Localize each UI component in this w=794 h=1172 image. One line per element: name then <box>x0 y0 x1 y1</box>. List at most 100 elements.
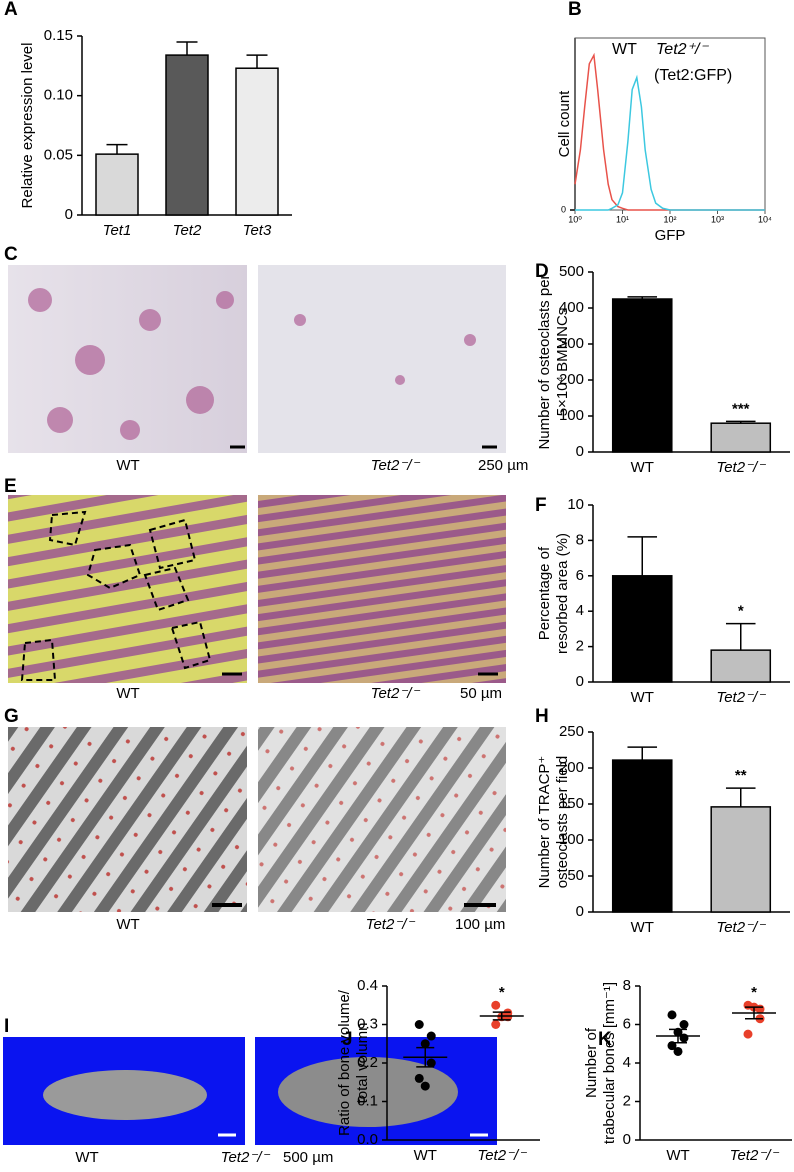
caption: Tet2⁻/⁻ <box>371 457 421 474</box>
x-tick-label: Tet2⁻/⁻ <box>477 1147 527 1164</box>
scale-label: 50 µm <box>460 685 502 702</box>
significance: *** <box>732 400 750 417</box>
bar <box>235 67 279 216</box>
bone <box>43 1070 207 1120</box>
caption: Tet2⁻/⁻ <box>371 685 421 702</box>
x-tick-label: 10⁴ <box>758 214 772 224</box>
dot <box>426 1031 436 1041</box>
significance: * <box>499 984 505 1001</box>
y-tick-label: 6 <box>576 567 584 584</box>
y-axis-label: Number of TRACP⁺ <box>536 756 553 889</box>
legend-label: WT <box>612 41 637 58</box>
micrograph <box>8 495 247 683</box>
panel-letter: C <box>4 244 18 265</box>
significance: ** <box>735 767 747 784</box>
panel-letter: K <box>598 1029 612 1050</box>
x-tick-label: Tet2⁻/⁻ <box>716 459 766 476</box>
x-tick-label: 10³ <box>711 214 724 224</box>
dot <box>667 1010 677 1020</box>
cells <box>28 288 476 440</box>
panel-letter: D <box>535 261 549 282</box>
micrograph <box>258 495 506 683</box>
x-tick-label: 10⁰ <box>568 214 582 224</box>
dot <box>491 1000 501 1010</box>
dot <box>743 1029 753 1039</box>
bar <box>611 575 673 683</box>
y-tick-label: 0 <box>65 206 73 223</box>
y-tick-label: 0 <box>576 903 584 920</box>
y-axis-label: Number of <box>583 1027 600 1098</box>
bar <box>710 422 772 453</box>
annotation: (Tet2:GFP) <box>654 67 732 84</box>
y-tick-label: 2 <box>576 638 584 655</box>
image-panel-g: WT Tet2⁻/⁻ 100 µm G <box>4 706 506 933</box>
caption: WT <box>116 685 139 702</box>
caption: Tet2⁻/⁻ <box>221 1149 271 1166</box>
panel-letter: G <box>4 706 19 727</box>
y-tick-label: 0.3 <box>357 1015 378 1032</box>
dot <box>491 1020 501 1029</box>
y-tick-label: 400 <box>559 299 584 316</box>
x-tick-label: Tet1 <box>103 222 132 239</box>
y-tick-label: 4 <box>623 1054 631 1071</box>
y-axis-label: trabecular bones [mm⁻¹] <box>601 982 618 1144</box>
x-tick-label: Tet2⁻/⁻ <box>716 919 766 936</box>
y-axis-label: 5×10⁴ BMMNCs <box>554 308 571 417</box>
legend-label: Tet2⁺/⁻ <box>656 41 709 58</box>
y-tick-label: 0 <box>576 443 584 460</box>
bar <box>95 153 139 216</box>
panel-letter: B <box>568 0 582 20</box>
bar <box>710 806 772 913</box>
significance: * <box>751 984 757 1001</box>
x-axis-label: GFP <box>655 227 686 244</box>
panel-letter: J <box>342 1029 353 1050</box>
y-axis-label: resorbed area (%) <box>554 533 571 654</box>
y-tick-label: 8 <box>576 531 584 548</box>
dot <box>414 1073 424 1083</box>
dot <box>679 1020 689 1029</box>
scale-label: 500 µm <box>283 1149 333 1166</box>
bar <box>611 759 673 913</box>
panel-letter: I <box>4 1016 9 1037</box>
y-tick-label: 150 <box>559 795 584 812</box>
y-tick-label: 10 <box>567 496 584 513</box>
line-series <box>574 52 765 211</box>
caption: Tet2⁻/⁻ <box>366 916 416 933</box>
y-tick-label: 500 <box>559 263 584 280</box>
y-tick-label: 0.05 <box>44 146 73 163</box>
x-tick-label: WT <box>631 919 654 936</box>
y-axis-label: osteoclasts per field <box>554 756 571 889</box>
y-tick-label: 4 <box>576 602 584 619</box>
bar <box>165 54 209 216</box>
x-tick-label: Tet3 <box>243 222 272 239</box>
y-tick-label: 6 <box>623 1015 631 1032</box>
y-axis-label: Number of osteoclasts per <box>536 274 553 449</box>
scale-label: 250 µm <box>478 457 528 474</box>
significance: * <box>738 603 744 620</box>
micrograph <box>8 727 247 912</box>
dot <box>414 1020 424 1029</box>
x-tick-label: 10¹ <box>616 214 629 224</box>
x-tick-label: WT <box>631 689 654 706</box>
y-tick-label: 2 <box>623 1092 631 1109</box>
y-tick-label: 0 <box>576 673 584 690</box>
y-tick-label: 0.0 <box>357 1131 378 1148</box>
image-panel-e: WT Tet2⁻/⁻ 50 µm E <box>4 476 506 702</box>
x-tick-label: WT <box>414 1147 437 1164</box>
y-axis-label: Relative expression level <box>19 43 36 209</box>
dot <box>420 1039 430 1049</box>
y-tick-label: 250 <box>559 723 584 740</box>
y-tick-label: 100 <box>559 407 584 424</box>
bar <box>710 649 772 683</box>
line-series <box>575 74 765 211</box>
dot <box>503 1012 513 1022</box>
y-axis-label: Cell count <box>556 90 573 158</box>
y-axis-label: Ratio of bone volume/ <box>336 989 353 1136</box>
panel-letter: H <box>535 706 549 727</box>
y-tick-label: 8 <box>623 977 631 994</box>
y-tick-label: 200 <box>559 759 584 776</box>
y-tick-label: 0.2 <box>357 1054 378 1071</box>
x-tick-label: Tet2 <box>173 222 202 239</box>
y-tick-label: 300 <box>559 335 584 352</box>
